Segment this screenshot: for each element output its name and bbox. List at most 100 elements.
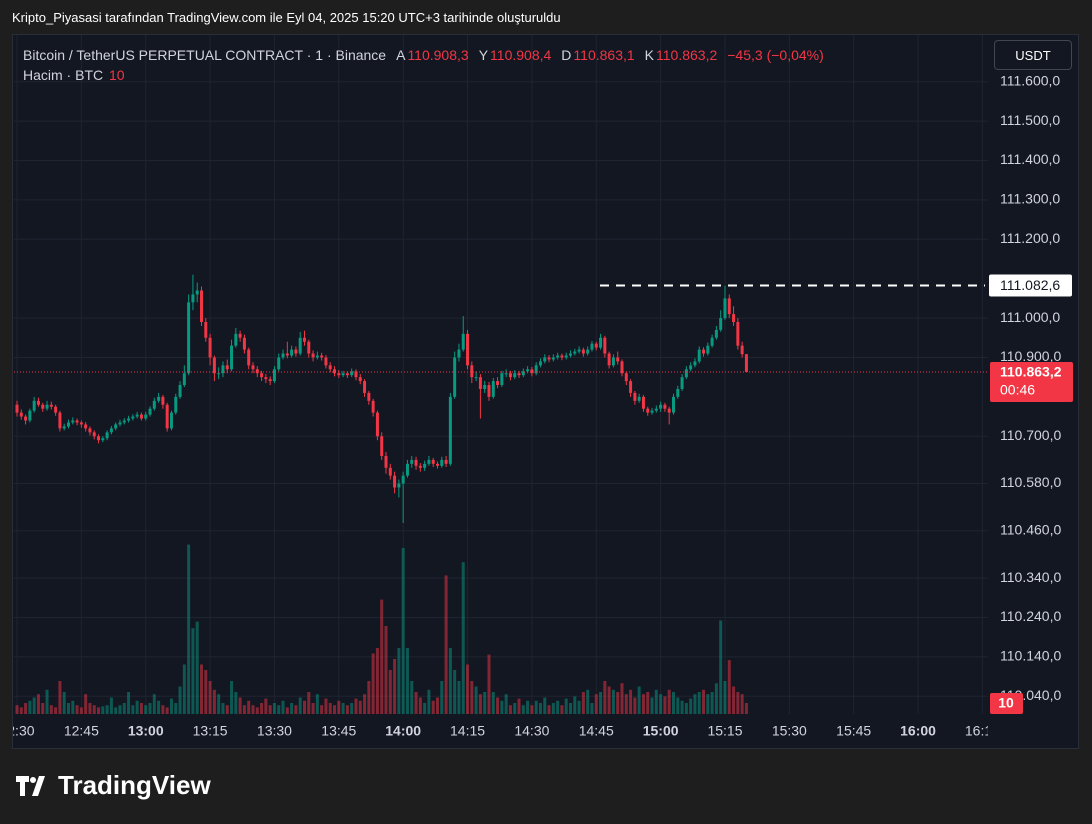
volume-bar (230, 681, 234, 714)
volume-bar (457, 681, 461, 714)
candle-body (620, 361, 624, 374)
candle-body (333, 369, 337, 374)
candle-body (719, 318, 723, 330)
volume-bar (388, 670, 392, 714)
candle-body (375, 412, 379, 437)
x-tick-label: 15:00 (643, 723, 679, 739)
candle-body (268, 379, 272, 382)
volume-bar (620, 683, 624, 714)
y-tick-label: 110.580,0 (1000, 474, 1061, 490)
volume-bar (255, 707, 259, 714)
candle-body (727, 298, 731, 315)
volume-bar (435, 697, 439, 714)
volume-bar (573, 696, 577, 714)
currency-button[interactable]: USDT (994, 40, 1072, 70)
volume-bar (702, 689, 706, 714)
volume-bar (358, 700, 362, 714)
volume-bar (350, 703, 354, 714)
candle-body (590, 343, 594, 350)
x-tick-label: 14:15 (450, 723, 485, 739)
volume-bar (397, 648, 401, 714)
volume-bar (659, 694, 663, 714)
volume-bar (667, 689, 671, 714)
candle-body (200, 290, 204, 323)
logo-icon (16, 775, 45, 796)
volume-bar (650, 697, 654, 714)
candle-body (272, 369, 276, 382)
candle-body (556, 355, 560, 358)
x-tick-label: 16:00 (900, 723, 936, 739)
candle-body (453, 357, 457, 397)
candle-body (569, 353, 573, 356)
volume-bar (646, 692, 650, 714)
candle-body (517, 373, 521, 376)
y-tick-label: 110.340,0 (1000, 569, 1061, 585)
candle-body (637, 396, 641, 401)
volume-bar (663, 696, 667, 714)
candle-body (225, 365, 229, 370)
volume-bar (165, 707, 169, 714)
candle-body (307, 341, 311, 354)
candle-body (474, 377, 478, 379)
volume-bar (225, 705, 229, 714)
volume-bar (371, 653, 375, 714)
volume-bar (500, 700, 504, 714)
candle-body (101, 438, 105, 441)
volume-bar (152, 694, 156, 714)
candle-body (405, 463, 409, 476)
volume-bar (345, 705, 349, 714)
logo[interactable]: TradingView (16, 770, 211, 801)
candle-body (337, 373, 341, 376)
candle-body (435, 463, 439, 466)
volume-bar (706, 694, 710, 714)
candle-body (629, 381, 633, 393)
volume-bar (242, 705, 246, 714)
candle-body (671, 396, 675, 413)
volume-bar (144, 705, 148, 714)
candle-body (277, 357, 281, 370)
candle-body (676, 388, 680, 397)
volume-bar (131, 705, 135, 714)
volume-bar (28, 700, 32, 714)
candle-body (573, 351, 577, 354)
volume-bar (260, 703, 264, 714)
y-tick-label: 111.600,0 (1000, 72, 1060, 88)
candle-body (302, 337, 306, 342)
volume-bar (247, 700, 251, 714)
volume-bar (311, 703, 315, 714)
volume-bar (410, 681, 414, 714)
volume-bar (88, 703, 92, 714)
candle-body (174, 396, 178, 413)
candle-body (79, 422, 83, 425)
volume-bar (405, 648, 409, 714)
candle-body (148, 408, 152, 415)
volume-bar (710, 692, 714, 714)
candle-body (603, 337, 607, 354)
volume-bar (448, 648, 452, 714)
candle-body (483, 385, 487, 389)
candle-body (122, 420, 126, 423)
volume-bar (58, 681, 62, 714)
volume-bar (684, 703, 688, 714)
volume-bar (79, 707, 83, 714)
candle-body (41, 404, 45, 409)
candle-body (191, 294, 195, 303)
candle-body (543, 357, 547, 362)
candle-body (88, 428, 92, 433)
candle-body (217, 373, 221, 375)
volume-bar (577, 700, 581, 714)
volume-bar (380, 599, 384, 714)
candle-body (624, 373, 628, 382)
y-tick-label: 111.200,0 (1000, 230, 1060, 246)
ohlc-key: D (561, 47, 572, 63)
volume-bar (384, 626, 388, 714)
x-tick-label: 16:15 (965, 723, 1000, 739)
countdown: 00:46 (1000, 382, 1035, 398)
volume-bar (114, 707, 118, 714)
volume-axis-label: 10 (998, 695, 1014, 711)
volume-bar (453, 670, 457, 714)
volume-bar (92, 705, 96, 714)
volume-bar (680, 700, 684, 714)
